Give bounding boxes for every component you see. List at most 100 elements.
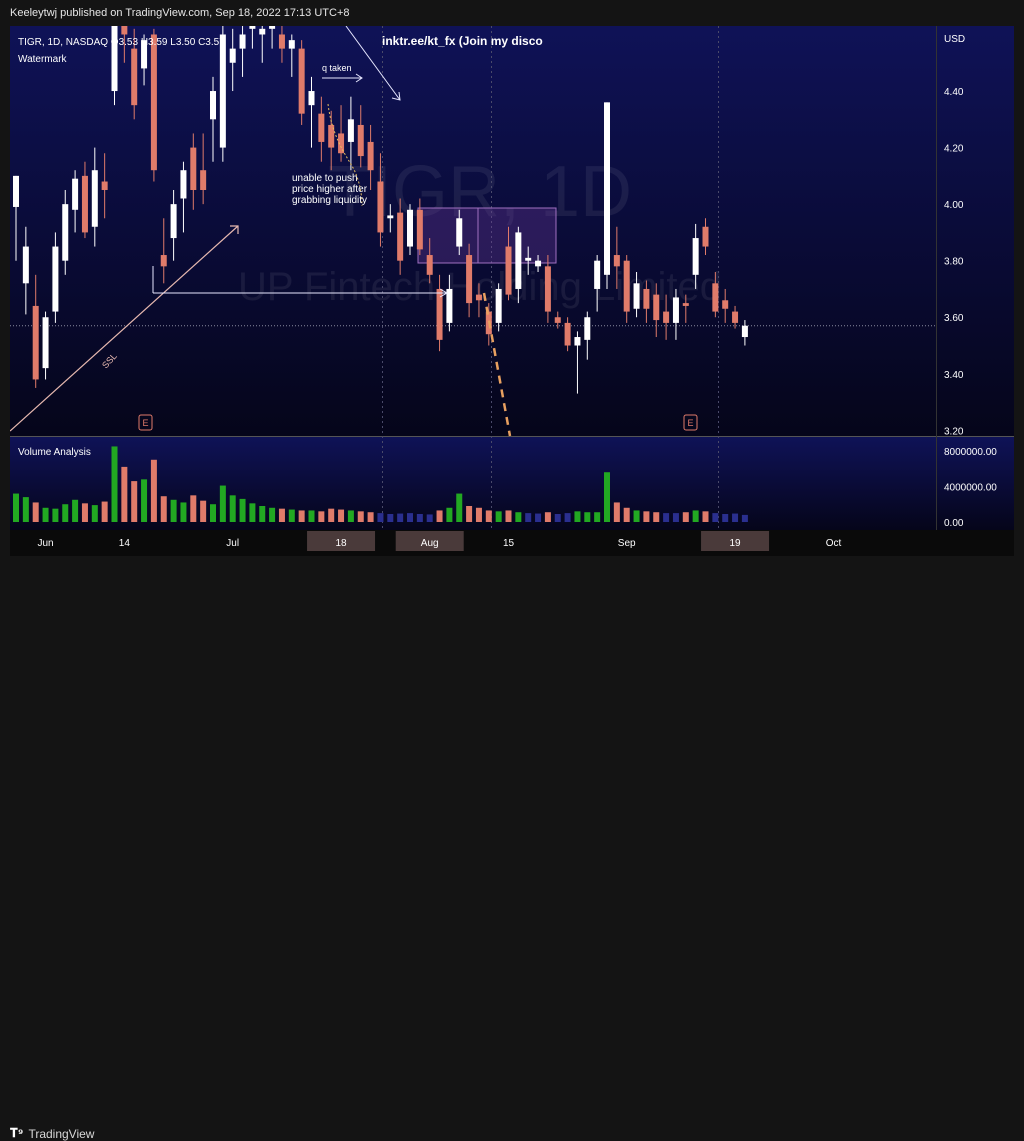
volume-bar[interactable] — [594, 512, 601, 522]
volume-bar[interactable] — [131, 481, 138, 522]
candle-body[interactable] — [633, 283, 640, 309]
candle-body[interactable] — [328, 124, 335, 148]
candle-body[interactable] — [150, 34, 157, 171]
candle-body[interactable] — [81, 175, 88, 233]
candle-body[interactable] — [288, 40, 295, 49]
volume-bar[interactable] — [672, 513, 679, 522]
candle-body[interactable] — [594, 260, 601, 289]
candle-body[interactable] — [564, 322, 571, 346]
volume-bar[interactable] — [446, 507, 453, 522]
volume-bar[interactable] — [741, 514, 748, 522]
volume-axis[interactable]: 8000000.00 4000000.00 0.00 — [944, 447, 997, 529]
volume-bar[interactable] — [219, 485, 226, 522]
volume-bar[interactable] — [584, 512, 591, 522]
projection-dashed-line[interactable] — [482, 292, 512, 437]
volume-bar[interactable] — [564, 513, 571, 522]
candle-body[interactable] — [200, 170, 207, 190]
volume-bar[interactable] — [535, 513, 542, 522]
candle-body[interactable] — [692, 238, 699, 275]
volume-bar[interactable] — [150, 459, 157, 522]
candle-body[interactable] — [259, 28, 266, 35]
volume-pane-title[interactable]: Volume Analysis — [18, 447, 91, 458]
candle-body[interactable] — [131, 48, 138, 106]
candle-body[interactable] — [446, 288, 453, 323]
candle-body[interactable] — [210, 91, 216, 120]
volume-bar[interactable] — [436, 510, 443, 522]
volume-bar[interactable] — [554, 514, 561, 522]
volume-bar[interactable] — [377, 513, 384, 522]
candle-body[interactable] — [298, 48, 305, 114]
candle-body[interactable] — [72, 178, 79, 210]
volume-bar[interactable] — [712, 513, 719, 522]
volume-bar[interactable] — [663, 513, 670, 522]
volume-bar[interactable] — [544, 512, 551, 522]
candle-body[interactable] — [318, 113, 325, 142]
candle-body[interactable] — [604, 102, 610, 275]
volume-bar[interactable] — [32, 502, 39, 522]
candle-body[interactable] — [249, 26, 256, 29]
candle-body[interactable] — [121, 26, 128, 35]
candle-body[interactable] — [682, 303, 689, 306]
volume-bar[interactable] — [732, 513, 739, 522]
candle-body[interactable] — [653, 294, 660, 321]
candle-body[interactable] — [466, 255, 473, 304]
volume-bar[interactable] — [525, 513, 532, 522]
volume-bar[interactable] — [52, 508, 59, 522]
volume-bar[interactable] — [347, 510, 354, 522]
candle-body[interactable] — [170, 204, 177, 239]
volume-bar[interactable] — [426, 514, 433, 522]
indicator-legend[interactable]: Watermark — [18, 54, 68, 65]
volume-bar[interactable] — [495, 511, 502, 522]
volume-bar[interactable] — [101, 501, 108, 522]
candle-body[interactable] — [535, 260, 542, 267]
volume-bar[interactable] — [318, 511, 325, 522]
volume-bar[interactable] — [180, 502, 187, 522]
candle-body[interactable] — [554, 317, 561, 323]
candle-body[interactable] — [623, 260, 630, 312]
volume-bar[interactable] — [111, 446, 118, 522]
volume-bar[interactable] — [633, 510, 640, 522]
volume-bar[interactable] — [338, 509, 345, 522]
liquidity-zone[interactable] — [417, 207, 479, 264]
candle-body[interactable] — [32, 305, 39, 380]
candle-body[interactable] — [219, 34, 226, 148]
candle-body[interactable] — [505, 246, 512, 295]
volume-bar[interactable] — [643, 511, 650, 522]
candle-body[interactable] — [239, 34, 246, 49]
candle-body[interactable] — [456, 218, 463, 247]
candle-body[interactable] — [643, 288, 650, 309]
candle-body[interactable] — [141, 40, 148, 69]
candle-body[interactable] — [475, 294, 482, 301]
candle-body[interactable] — [672, 297, 679, 323]
candle-body[interactable] — [397, 212, 404, 261]
volume-bar[interactable] — [475, 507, 482, 522]
candle-body[interactable] — [732, 311, 739, 323]
volume-bar[interactable] — [397, 513, 404, 522]
candle-body[interactable] — [278, 34, 285, 49]
candle-body[interactable] — [702, 226, 709, 247]
candle-body[interactable] — [91, 170, 98, 227]
tigr-chart[interactable]: TIGR, 1D UP Fintech Holding Limited SSL … — [9, 6, 1014, 556]
candle-body[interactable] — [495, 288, 502, 323]
volume-bar[interactable] — [42, 507, 49, 522]
volume-bar[interactable] — [692, 510, 699, 522]
volume-bar[interactable] — [288, 509, 295, 522]
volume-bar[interactable] — [308, 510, 315, 522]
candle-body[interactable] — [544, 266, 551, 312]
volume-bar[interactable] — [91, 505, 98, 522]
volume-bar[interactable] — [249, 503, 256, 522]
candle-body[interactable] — [574, 337, 581, 346]
candle-body[interactable] — [101, 181, 108, 190]
down-arrow-line[interactable] — [345, 25, 401, 101]
volume-bar[interactable] — [170, 499, 177, 522]
volume-bar[interactable] — [328, 508, 335, 522]
volume-bar[interactable] — [229, 495, 236, 522]
candle-body[interactable] — [584, 317, 591, 340]
volume-bar[interactable] — [456, 493, 463, 522]
candle-body[interactable] — [407, 209, 413, 247]
candle-body[interactable] — [741, 325, 748, 338]
candle-body[interactable] — [52, 246, 59, 312]
candle-body[interactable] — [525, 257, 532, 261]
volume-bar[interactable] — [210, 504, 216, 522]
candle-body[interactable] — [347, 119, 354, 142]
